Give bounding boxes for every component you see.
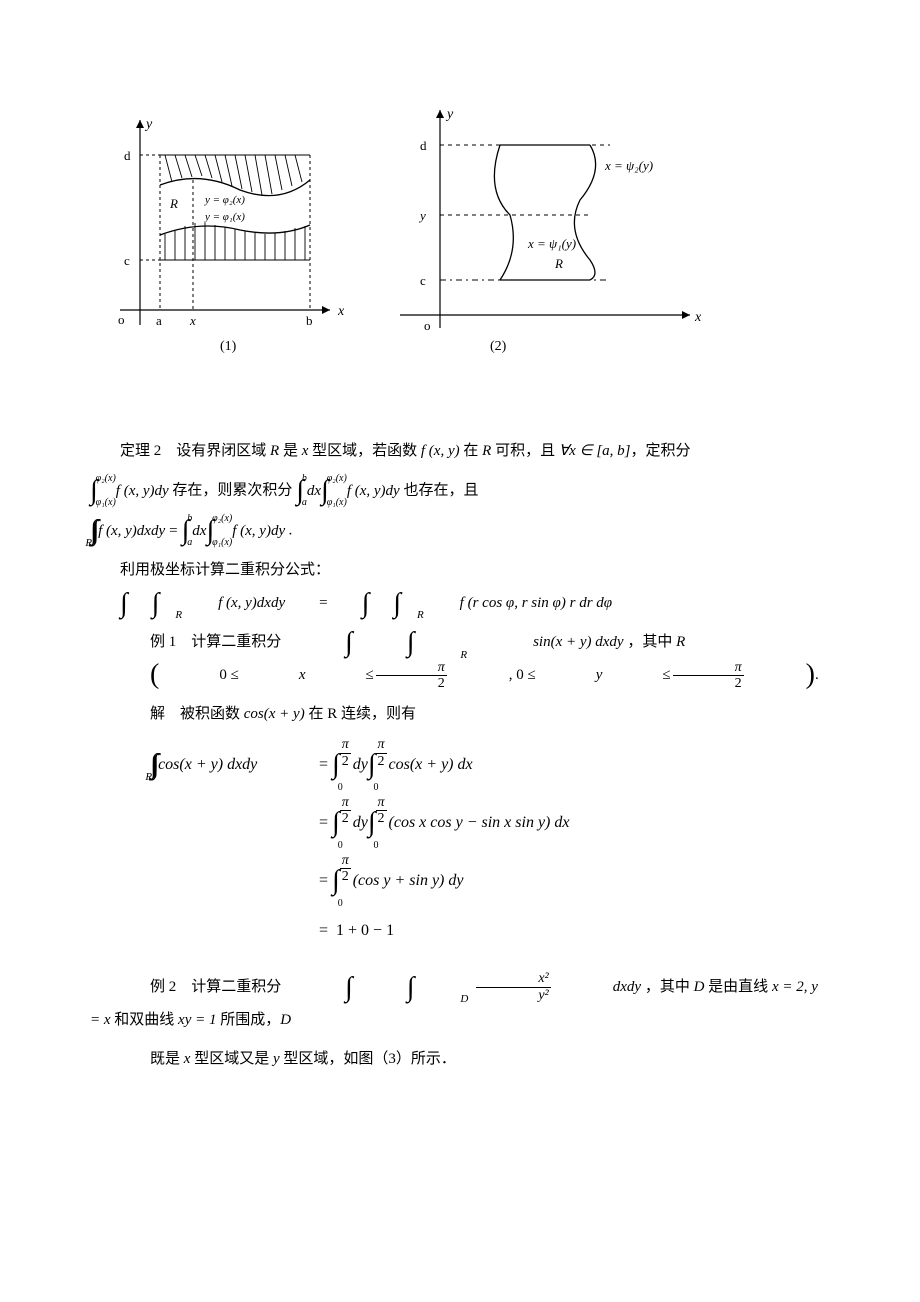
fig1-xtick-x: x (189, 313, 196, 328)
theorem-2-line2: ∫φ₂(x)φ₁(x) f (x, y)dy 存在，则累次积分 ∫badx ∫φ… (90, 474, 830, 508)
fig2-curve-left: x = ψ₁(y) (527, 236, 576, 251)
ex1-integral: ∫∫R sin(x + y) dxdy (285, 626, 624, 659)
text: 可积，且 (491, 443, 559, 459)
fig1-xtick-b: b (306, 313, 313, 328)
text: . (815, 667, 819, 683)
fig2-ytick-c: c (420, 273, 426, 288)
polar-formula: 利用极坐标计算二重积分公式： ∫∫R f (x, y)dxdy = ∫∫R f … (90, 554, 830, 620)
math-R: R (270, 443, 279, 459)
fig2-x-axis-label: x (694, 310, 702, 325)
fig1-curve-upper: y = φ₂(x) (204, 194, 245, 206)
text: 既是 (150, 1051, 184, 1067)
text: 和双曲线 (111, 1012, 179, 1028)
text: ，其中 (645, 979, 694, 995)
text: 是 (279, 443, 302, 459)
text: 型区域，若函数 (308, 443, 421, 459)
figure-2: x y o d y c x = ψ₂(y) x = ψ₁(y) R (2) (380, 100, 710, 365)
example-2: 例 2 计算二重积分 ∫∫D x²y² dxdy ，其中 D 是由直线 x = … (90, 971, 830, 1037)
ex1-R: R (676, 634, 685, 650)
text: 型区域又是 (190, 1051, 273, 1067)
figure-1: x y o d c a x b (90, 100, 350, 365)
fig2-region-label: R (554, 256, 563, 271)
fig1-x-axis-label: x (337, 304, 345, 319)
math-R: R (482, 443, 491, 459)
ex2-integral: ∫∫D x²y² dxdy (285, 971, 641, 1004)
ex2-D: D (694, 979, 705, 995)
figures-row: x y o d c a x b (90, 100, 830, 365)
text: ，其中 (627, 634, 676, 650)
text: 利用极坐标计算二重积分公式： (120, 562, 330, 578)
sol-cos: cos(x + y) (244, 706, 305, 722)
solution-lead: 解 被积函数 cos(x + y) 在 R 连续，则有 (90, 698, 830, 731)
text: 例 2 计算二重积分 (150, 979, 281, 995)
integral-phi: ∫φ₂(x)φ₁(x) f (x, y)dy (90, 474, 169, 508)
math-y: y (273, 1051, 280, 1067)
text: 是由直线 (704, 979, 772, 995)
fig1-origin: o (118, 312, 125, 327)
fig1-curve-lower: y = φ₁(x) (204, 211, 245, 223)
ex2-hyper: xy = 1 (178, 1012, 216, 1028)
iterated-integral-1: ∫badx ∫φ₂(x)φ₁(x)f (x, y)dy (296, 474, 400, 508)
example-1: 例 1 计算二重积分 ∫∫R sin(x + y) dxdy ，其中 R ( 0… (90, 626, 830, 692)
text: ，定积分 (631, 443, 691, 459)
fig2-caption: (2) (490, 339, 507, 354)
fig2-curve-right: x = ψ₂(y) (604, 158, 653, 173)
fig2-ytick-d: d (420, 138, 427, 153)
figure-2-svg: x y o d y c x = ψ₂(y) x = ψ₁(y) R (2) (380, 100, 710, 360)
ex2-D2: D (280, 1012, 291, 1028)
text: 解 被积函数 (150, 706, 244, 722)
work-row-1: ∫∫R cos(x + y) dxdy = ∫π20dy ∫π20cos(x +… (150, 737, 830, 793)
fig1-region-label: R (169, 196, 178, 211)
polar-lhs: ∫∫R f (x, y)dxdy = ∫∫R f (r cos φ, r sin… (90, 587, 612, 620)
theorem-2-eq: ∫∫R f (x, y)dxdy = ∫badx ∫φ₂(x)φ₁(x)f (x… (90, 514, 830, 548)
fig2-origin: o (424, 318, 431, 333)
fig1-xtick-a: a (156, 313, 162, 328)
math-forall: ∀x ∈ [a, b] (559, 443, 631, 459)
text: 所围成， (216, 1012, 280, 1028)
text: 也存在，且 (403, 482, 478, 498)
text: 定理 2 设有界闭区域 (120, 443, 270, 459)
work-row-4: = 1 + 0 − 1 (150, 911, 830, 951)
text: 存在，则累次积分 (172, 482, 292, 498)
figure-1-svg: x y o d c a x b (90, 100, 350, 360)
fig1-y-axis-label: y (144, 117, 153, 132)
fig1-caption: (1) (220, 339, 237, 354)
fig2-ytick-y: y (418, 208, 426, 223)
text: 型区域，如图（3）所示． (280, 1051, 456, 1067)
text: 例 1 计算二重积分 (150, 634, 281, 650)
fig1-ytick-d: d (124, 148, 131, 163)
fig1-ytick-c: c (124, 253, 130, 268)
page: x y o d c a x b (0, 0, 920, 1182)
example-2-line2: 既是 x 型区域又是 y 型区域，如图（3）所示． (150, 1043, 830, 1076)
solution-work: ∫∫R cos(x + y) dxdy = ∫π20dy ∫π20cos(x +… (150, 737, 830, 950)
work-row-2: = ∫π20dy ∫π20(cos x cos y − sin x sin y)… (150, 795, 830, 851)
text: 在 R 连续，则有 (305, 706, 416, 722)
double-integral-R: ∫∫R f (x, y)dxdy = ∫badx ∫φ₂(x)φ₁(x)f (x… (90, 514, 285, 548)
text: 在 (460, 443, 483, 459)
work-row-3: = ∫π20(cos y + sin y) dy (150, 853, 830, 909)
theorem-2-line1: 定理 2 设有界闭区域 R 是 x 型区域，若函数 f (x, y) 在 R 可… (90, 435, 830, 468)
math-fxy: f (x, y) (421, 443, 460, 459)
fig2-y-axis-label: y (445, 107, 454, 122)
